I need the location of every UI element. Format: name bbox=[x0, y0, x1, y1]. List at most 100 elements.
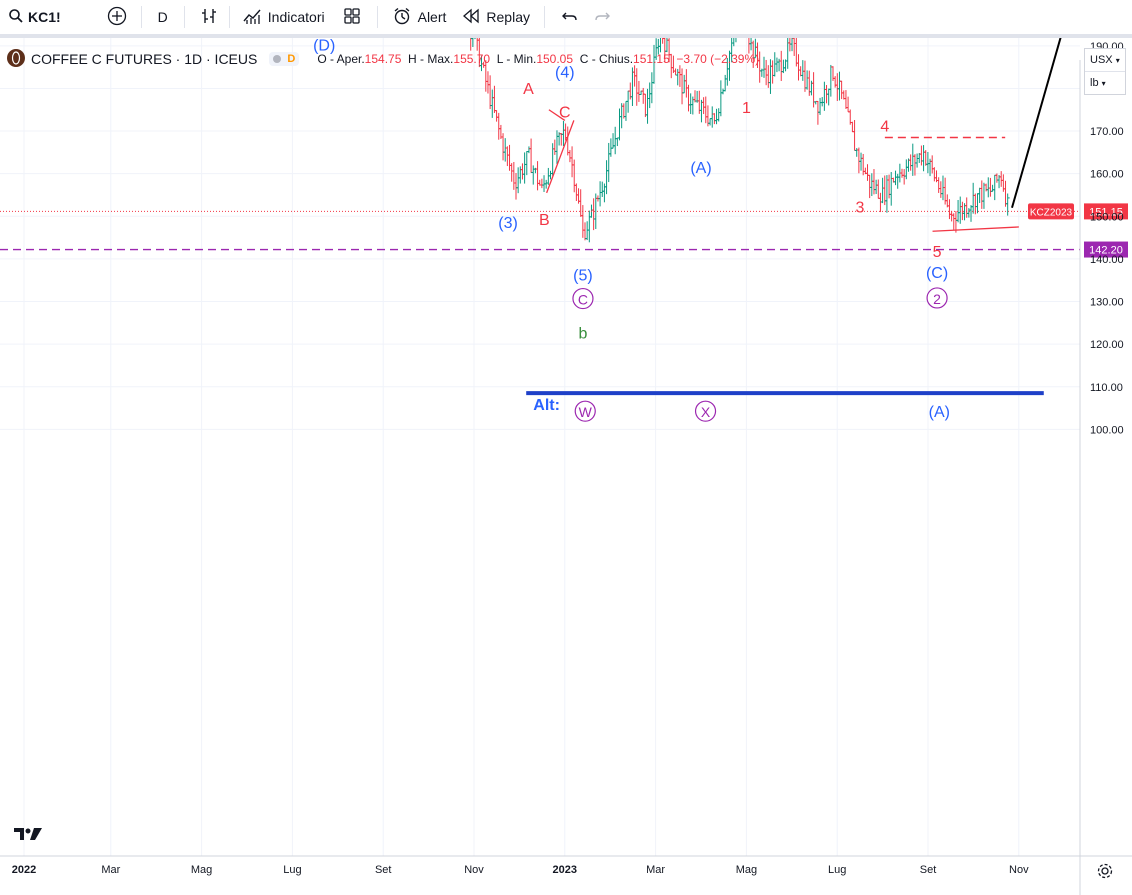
open-label: O - Aper. bbox=[317, 52, 365, 66]
wave-label-circle bbox=[574, 400, 596, 422]
symbol-label: KC1! bbox=[28, 9, 61, 25]
x-tick-label: 2022 bbox=[12, 864, 36, 876]
replay-rewind-icon bbox=[462, 8, 480, 27]
high-label: H - Max. bbox=[408, 52, 454, 66]
interval-button[interactable]: D bbox=[158, 0, 168, 36]
data-badge: D bbox=[287, 53, 296, 65]
ohlc-bars bbox=[470, 38, 1010, 243]
currency-select[interactable]: USX ▾ bbox=[1085, 49, 1125, 71]
open-value: 154.75 bbox=[364, 52, 402, 66]
ohlc-values: O - Aper.154.75 H - Max.155.70 L - Min.1… bbox=[317, 52, 759, 66]
replay-label: Replay bbox=[486, 9, 530, 25]
bar-chart-type-icon bbox=[199, 6, 219, 29]
wave-label: X bbox=[701, 404, 711, 420]
wave-label-circle bbox=[572, 287, 594, 310]
grid-layout-icon bbox=[343, 7, 361, 28]
compare-button[interactable] bbox=[107, 0, 127, 36]
trend-drawings bbox=[526, 38, 1062, 396]
chart-axes: 270.00260.00250.00240.00230.00220.00210.… bbox=[0, 41, 1132, 895]
wave-label: (A) bbox=[929, 404, 950, 421]
currency-unit-selector[interactable]: USX ▾ lb ▾ bbox=[1084, 48, 1126, 95]
eye-toggle[interactable]: D bbox=[269, 52, 300, 66]
wave-label: (D) bbox=[313, 38, 335, 54]
trendline bbox=[548, 109, 566, 121]
symbol-search[interactable]: KC1! bbox=[8, 0, 61, 36]
symbol-title: COFFEE C FUTURES · 1D · ICEUS bbox=[31, 51, 258, 67]
wave-label: Alt: bbox=[533, 397, 560, 414]
indicators-label: Indicatori bbox=[267, 9, 325, 25]
tradingview-logo[interactable] bbox=[14, 826, 44, 847]
last-price-label-bg bbox=[1084, 203, 1128, 220]
unit-label: lb bbox=[1090, 77, 1099, 89]
interval-label: D bbox=[157, 9, 168, 25]
wave-label: (A) bbox=[690, 160, 711, 177]
x-tick-label: Mag bbox=[191, 864, 212, 876]
wave-label-circle bbox=[694, 400, 717, 422]
x-tick-label: Mar bbox=[101, 864, 120, 876]
wave-annotations: 5a(A)(C)A(B)(D)B(E)(2)(1)(3)ABC(4)(5)Cb1… bbox=[313, 38, 950, 422]
indicators-button[interactable]: Indicatori bbox=[242, 0, 325, 36]
wave-label-circle bbox=[926, 287, 948, 309]
toolbar-divider bbox=[140, 6, 142, 28]
undo-icon bbox=[561, 8, 579, 27]
toolbar-divider bbox=[376, 6, 378, 28]
wave-label: B bbox=[539, 212, 550, 229]
support-label-bg bbox=[1084, 241, 1128, 258]
low-value: 150.05 bbox=[536, 52, 574, 66]
toolbar-divider bbox=[544, 6, 545, 28]
toolbar-divider bbox=[183, 6, 185, 28]
replay-button[interactable]: Replay bbox=[462, 0, 530, 36]
projection-line bbox=[1011, 38, 1062, 209]
high-value: 155.70 bbox=[453, 52, 491, 66]
undo-button[interactable] bbox=[561, 0, 579, 36]
tv-logo-icon bbox=[14, 828, 42, 840]
coffee-symbol-icon bbox=[6, 48, 26, 71]
x-tick-label: Mag bbox=[736, 864, 757, 876]
unit-select[interactable]: lb ▾ bbox=[1085, 71, 1125, 94]
trendline bbox=[932, 226, 1019, 232]
alarm-clock-icon bbox=[392, 6, 412, 29]
last-price-tag-bg bbox=[1028, 203, 1074, 220]
wave-label: 2 bbox=[933, 291, 941, 307]
wave-label: (C) bbox=[926, 265, 948, 282]
low-label: L - Min. bbox=[496, 52, 537, 66]
chart-background bbox=[0, 38, 1132, 895]
redo-button[interactable] bbox=[593, 0, 611, 36]
y-tick-label: 160.00 bbox=[1090, 169, 1124, 181]
chart-legend: COFFEE C FUTURES · 1D · ICEUS D O - Aper… bbox=[6, 48, 759, 70]
currency-label: USX bbox=[1090, 54, 1113, 66]
price-levels: KCZ2023 151.15 142.20 bbox=[0, 203, 1128, 258]
alert-button[interactable]: Alert bbox=[392, 0, 446, 36]
redo-icon bbox=[593, 8, 611, 27]
y-tick-label: 100.00 bbox=[1090, 424, 1124, 436]
wave-label: 3 bbox=[855, 200, 864, 217]
settings-button[interactable] bbox=[1096, 862, 1114, 885]
last-price-label: 151.15 bbox=[1089, 206, 1123, 218]
trendline bbox=[546, 120, 575, 194]
close-label: C - Chius. bbox=[579, 52, 634, 66]
chart-type-button[interactable] bbox=[199, 0, 219, 36]
change-value: −3.70 (−2.39%) bbox=[676, 52, 760, 66]
toolbar-divider bbox=[228, 6, 230, 28]
chevron-down-icon: ▾ bbox=[1115, 56, 1120, 65]
x-tick-label: Nov bbox=[1009, 864, 1029, 876]
y-tick-label: 110.00 bbox=[1090, 382, 1123, 394]
wave-label: (4) bbox=[555, 64, 575, 81]
support-label: 142.20 bbox=[1089, 245, 1123, 257]
wave-label: C bbox=[559, 105, 571, 122]
dot-icon bbox=[273, 55, 282, 63]
search-icon bbox=[8, 8, 24, 27]
plus-circle-icon bbox=[107, 6, 127, 29]
wave-label: (3) bbox=[498, 215, 518, 232]
x-tick-label: 2023 bbox=[553, 864, 577, 876]
chart-grid bbox=[0, 38, 1080, 856]
wave-label: W bbox=[579, 404, 593, 420]
y-tick-label: 150.00 bbox=[1090, 211, 1124, 223]
y-tick-label: 140.00 bbox=[1090, 254, 1124, 266]
wave-label: C bbox=[578, 292, 588, 308]
gear-icon bbox=[1097, 863, 1113, 879]
wave-label: A bbox=[523, 81, 534, 98]
wave-label: 4 bbox=[880, 118, 889, 135]
layouts-button[interactable] bbox=[343, 0, 361, 36]
